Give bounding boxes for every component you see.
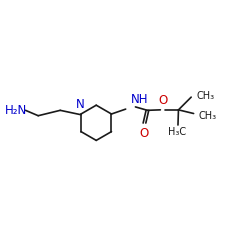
Text: N: N [76,98,85,111]
Text: H₂N: H₂N [5,104,27,117]
Text: O: O [158,94,168,108]
Text: CH₃: CH₃ [196,91,215,101]
Text: NH: NH [130,93,148,106]
Text: CH₃: CH₃ [199,111,217,121]
Text: H₃C: H₃C [168,128,186,138]
Text: O: O [140,127,149,140]
